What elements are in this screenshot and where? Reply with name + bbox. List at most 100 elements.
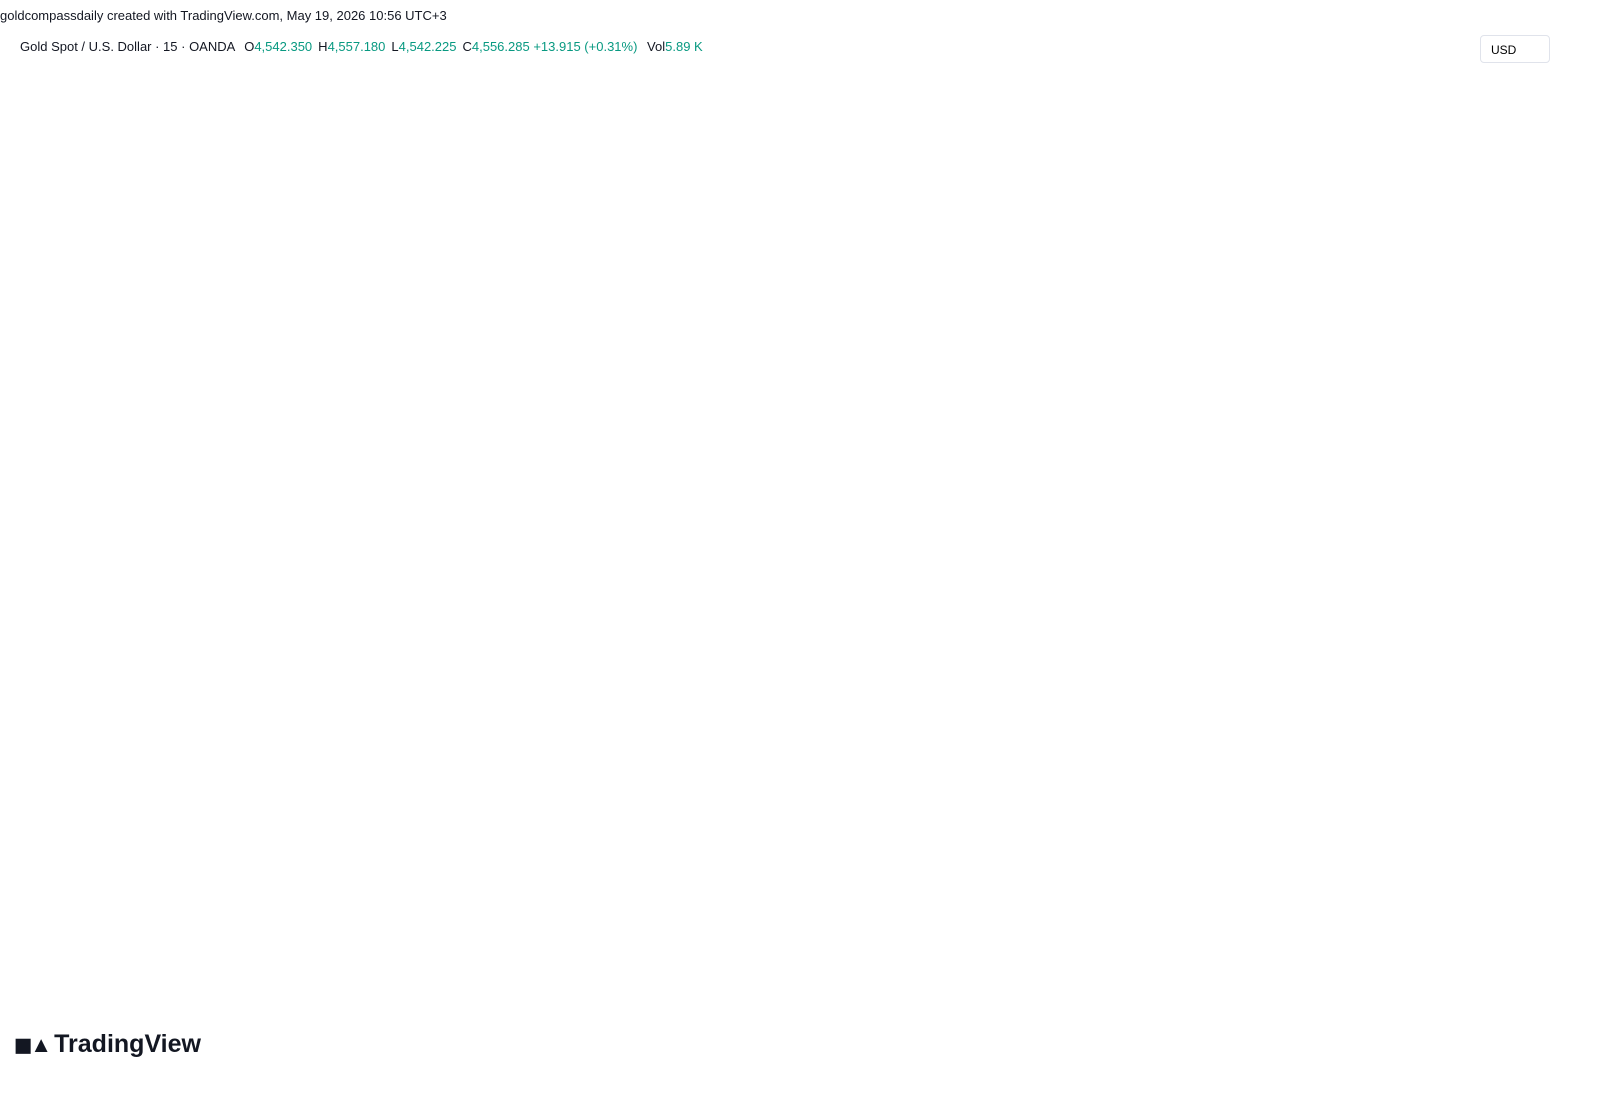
alert-icon[interactable]: [1379, 955, 1401, 977]
candle-body: [1185, 622, 1195, 658]
candle-body: [90, 706, 101, 756]
zone: [9, 124, 1476, 154]
indicator-line: [13, 438, 1387, 692]
x-tick-label: 06:00: [499, 987, 532, 1002]
candle-body: [1332, 680, 1342, 698]
candle-body: [9, 648, 19, 655]
y-tick-label: 4,660.000: [1487, 307, 1545, 322]
price-tag-text: 4,548.055: [1485, 719, 1539, 733]
symbol-tag-text: XAUUSD: [1422, 646, 1472, 660]
candle-body: [1136, 582, 1146, 626]
candle-body: [1021, 641, 1032, 658]
band-fill: [14, 543, 1386, 838]
candle-body: [368, 680, 379, 698]
candle-body: [286, 674, 297, 691]
candle-body: [1119, 556, 1130, 583]
credit: goldcompassdaily created with TradingVie…: [0, 8, 447, 23]
x-tick-label: 03:00: [1185, 987, 1218, 1002]
candle-body: [482, 723, 493, 747]
candle-body: [1381, 653, 1391, 700]
price-tag: [1478, 679, 1550, 698]
candle-body: [499, 690, 509, 724]
y-tick-label: 4,469.500: [1487, 928, 1545, 943]
candle-body: [1250, 687, 1261, 694]
ohlc: O4,542.350 H4,557.180 L4,542.225 C4,556.285: [238, 39, 533, 54]
candle-body: [1315, 697, 1326, 711]
candle-body: [1168, 622, 1179, 642]
x-tick-label: 18: [313, 987, 327, 1002]
candle-body: [1054, 615, 1065, 629]
alert-icon-bolt: [1386, 959, 1395, 973]
candle-body: [401, 723, 411, 773]
last-price-tag: [1478, 644, 1550, 679]
zone: [9, 284, 1476, 297]
zone: [9, 557, 1476, 598]
candle-body: [156, 680, 166, 701]
price-tag-text: 4,567.895: [1485, 608, 1539, 622]
y-tick-label: 4,560.000: [1487, 633, 1545, 648]
y-tick-label: 4,492.500: [1487, 853, 1545, 868]
candles: [9, 543, 1391, 903]
candle-body: [744, 690, 754, 694]
symbol-tag: [1419, 644, 1475, 663]
indicator-line: [13, 601, 1387, 741]
zone: [9, 729, 1476, 739]
ohlc-value: 4,557.180: [327, 39, 386, 54]
countdown-text: 04:00: [1485, 662, 1515, 676]
indicators: [13, 438, 1387, 838]
zones: [9, 124, 1476, 902]
candle-body: [433, 837, 444, 890]
candle-body: [874, 657, 885, 691]
y-tick-label: 4,620.000: [1487, 437, 1545, 452]
indicator-line: [13, 654, 1387, 838]
y-tick-label: 4,504.500: [1487, 814, 1545, 829]
vol: 5.89 K: [665, 39, 703, 54]
candle-body: [989, 687, 999, 701]
change: +13.915 (+0.31%): [533, 39, 638, 54]
symbol-line: Gold Spot / U.S. Dollar · 15 · OANDA O4,…: [20, 39, 703, 54]
candle-body: [1152, 625, 1163, 642]
candle-body: [923, 667, 934, 691]
candle-body: [1234, 680, 1244, 688]
grid: [10, 10, 1496, 985]
candle-body: [972, 664, 983, 688]
candle-body: [107, 641, 117, 707]
candle-body: [1217, 671, 1228, 681]
currency-button[interactable]: USD: [1480, 35, 1550, 63]
y-tick-label: 4,720.000: [1487, 111, 1545, 126]
y-tick-label: 4,459.000: [1487, 962, 1545, 977]
candle-body: [352, 680, 362, 691]
candle-body: [237, 635, 248, 639]
candle-body: [1103, 556, 1114, 561]
candle-body: [270, 648, 281, 675]
candle-body: [139, 651, 150, 681]
candle-body: [613, 690, 624, 707]
x-tick-label: 21:00: [206, 987, 239, 1002]
zone: [9, 615, 1476, 639]
logo: ◼▲ TradingView: [14, 1030, 201, 1059]
x-tick-label: 09:00: [597, 987, 630, 1002]
candle-body: [891, 690, 901, 714]
candle-body: [25, 648, 36, 662]
candle-body: [711, 680, 722, 685]
x-tick-label: 12:00: [695, 987, 728, 1002]
ohlc-key: C: [462, 39, 472, 54]
arrow-head: [1408, 317, 1424, 333]
candle-body: [646, 664, 656, 675]
price-tag: [1478, 606, 1550, 625]
candle-body: [1005, 657, 1016, 701]
candle-body: [531, 697, 542, 707]
logo-text: TradingView: [54, 1030, 201, 1058]
y-tick-label: 4,580.000: [1487, 568, 1545, 583]
candle-body: [221, 635, 232, 642]
ohlc-value: 4,542.225: [398, 39, 457, 54]
indicator-line: [13, 575, 1387, 774]
candle-body: [58, 657, 68, 707]
candle-body: [956, 664, 967, 681]
candle-body: [564, 684, 575, 698]
x-tick-label: 18:00: [108, 987, 141, 1002]
y-tick-label: 4,600.000: [1487, 503, 1545, 518]
x-tick-label: 03:00: [401, 987, 434, 1002]
candle-body: [825, 582, 836, 593]
